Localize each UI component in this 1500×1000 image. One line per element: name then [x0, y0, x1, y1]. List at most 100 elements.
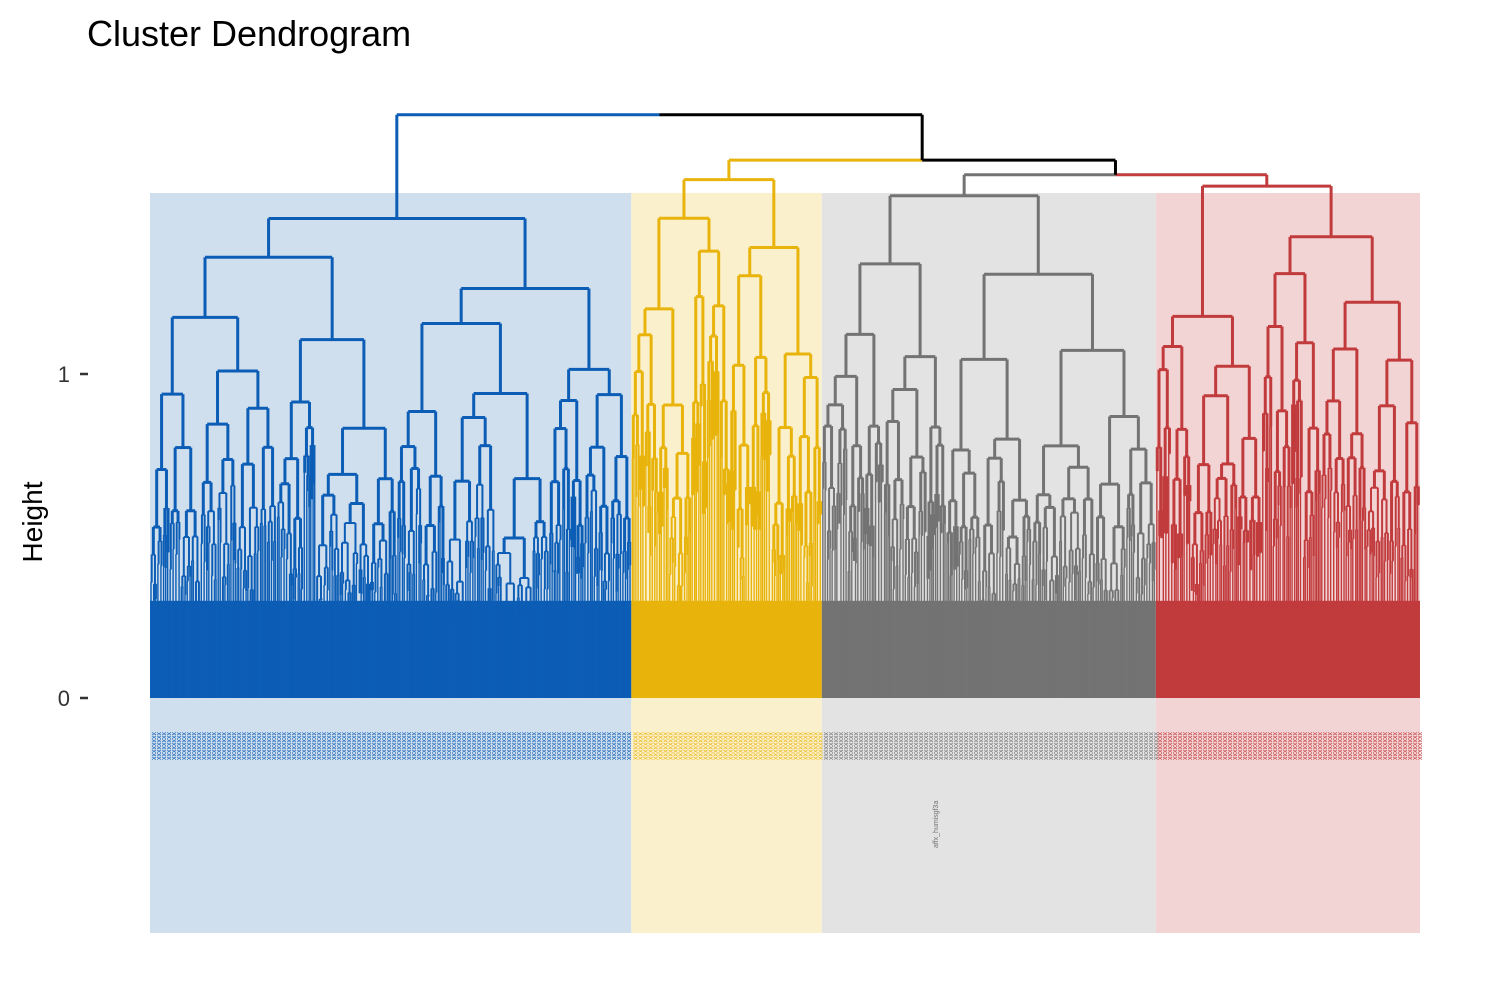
leaf-label: xxxxxxxx [972, 732, 979, 761]
leaf-label: xxxxxxxx [445, 732, 452, 761]
leaf-label: xxxxxxxx [776, 732, 783, 761]
leaf-label: xxxxxxxx [170, 732, 177, 761]
leaf-label: xxxxxxxx [405, 732, 412, 761]
leaf-label: xxxxxxxx [435, 732, 442, 761]
leaf-label: xxxxxxxx [1186, 732, 1193, 761]
leaf-label: xxxxxxxx [1156, 732, 1163, 761]
leaf-label: xxxxxxxx [210, 732, 217, 761]
leaf-label: xxxxxxxx [420, 732, 427, 761]
leaf-label: xxxxxxxx [1356, 732, 1363, 761]
leaf-label: xxxxxxxx [480, 732, 487, 761]
leaf-label: xxxxxxxx [1306, 732, 1313, 761]
leaf-label: xxxxxxxx [716, 732, 723, 761]
leaf-label: xxxxxxxx [666, 732, 673, 761]
leaf-label: xxxxxxxx [1266, 732, 1273, 761]
leaf-label: xxxxxxxx [335, 732, 342, 761]
leaf-label: xxxxxxxx [1102, 732, 1109, 761]
leaf-label: xxxxxxxx [751, 732, 758, 761]
leaf-label: xxxxxxxx [1321, 732, 1328, 761]
leaf-label: xxxxxxxx [671, 732, 678, 761]
leaf-label: xxxxxxxx [967, 732, 974, 761]
leaf-label: xxxxxxxx [1231, 732, 1238, 761]
leaf-label: xxxxxxxx [1201, 732, 1208, 761]
leaf-label: xxxxxxxx [641, 732, 648, 761]
leaf-label: xxxxxxxx [771, 732, 778, 761]
leaf-label: xxxxxxxx [1181, 732, 1188, 761]
leaf-label: xxxxxxxx [1416, 732, 1423, 761]
leaf-label: xxxxxxxx [470, 732, 477, 761]
leaf-label: xxxxxxxx [832, 732, 839, 761]
leaf-label: xxxxxxxx [796, 732, 803, 761]
leaf-label: xxxxxxxx [500, 732, 507, 761]
leaf-label: xxxxxxxx [490, 732, 497, 761]
leaf-label: xxxxxxxx [837, 732, 844, 761]
leaf-label: xxxxxxxx [1406, 732, 1413, 761]
leaf-label: xxxxxxxx [610, 732, 617, 761]
leaf-label: xxxxxxxx [505, 732, 512, 761]
leaf-label: xxxxxxxx [285, 732, 292, 761]
leaf-label: xxxxxxxx [987, 732, 994, 761]
leaf-label: xxxxxxxx [781, 732, 788, 761]
leaf-label: xxxxxxxx [515, 732, 522, 761]
leaf-label: xxxxxxxx [1411, 732, 1418, 761]
leaf-label: xxxxxxxx [1117, 732, 1124, 761]
leaf-label: xxxxxxxx [1361, 732, 1368, 761]
leaf-label: xxxxxxxx [370, 732, 377, 761]
leaf-label: xxxxxxxx [937, 732, 944, 761]
leaf-label: xxxxxxxx [555, 732, 562, 761]
leaf-label: xxxxxxxx [200, 732, 207, 761]
leaf-label: xxxxxxxx [410, 732, 417, 761]
leaf-label: xxxxxxxx [255, 732, 262, 761]
leaf-label: xxxxxxxx [275, 732, 282, 761]
leaf-label: xxxxxxxx [425, 732, 432, 761]
leaf-label: xxxxxxxx [535, 732, 542, 761]
leaf-label: xxxxxxxx [1291, 732, 1298, 761]
leaf-label: xxxxxxxx [575, 732, 582, 761]
leaf-label: xxxxxxxx [1226, 732, 1233, 761]
leaf-label: xxxxxxxx [345, 732, 352, 761]
leaf-label: xxxxxxxx [1127, 732, 1134, 761]
leaf-labels: xxxxxxxxxxxxxxxxxxxxxxxxxxxxxxxxxxxxxxxx… [150, 732, 1423, 848]
leaf-label: xxxxxxxx [1057, 732, 1064, 761]
dendrogram-branches [150, 113, 1420, 698]
leaf-label: xxxxxxxx [1176, 732, 1183, 761]
leaf-label: xxxxxxxx [1386, 732, 1393, 761]
leaf-label: xxxxxxxx [1401, 732, 1408, 761]
leaf-label: xxxxxxxx [1161, 732, 1168, 761]
leaf-label: xxxxxxxx [380, 732, 387, 761]
leaf-label: xxxxxxxx [360, 732, 367, 761]
leaf-label: xxxxxxxx [560, 732, 567, 761]
leaf-label: xxxxxxxx [1082, 732, 1089, 761]
leaf-label: xxxxxxxx [225, 732, 232, 761]
leaf-label: xxxxxxxx [1042, 732, 1049, 761]
leaf-label: xxxxxxxx [565, 732, 572, 761]
leaf-label: xxxxxxxx [375, 732, 382, 761]
leaf-label: xxxxxxxx [651, 732, 658, 761]
leaf-label: xxxxxxxx [927, 732, 934, 761]
leaf-label: xxxxxxxx [1097, 732, 1104, 761]
leaf-label: xxxxxxxx [1017, 732, 1024, 761]
leaf-label: xxxxxxxx [215, 732, 222, 761]
cluster-subtree-4 [1155, 184, 1420, 698]
leaf-label: xxxxxxxx [942, 732, 949, 761]
leaf-label: xxxxxxxx [265, 732, 272, 761]
leaf-label: xxxxxxxx [1052, 732, 1059, 761]
leaf-label: xxxxxxxx [902, 732, 909, 761]
leaf-label: xxxxxxxx [1072, 732, 1079, 761]
leaf-label: xxxxxxxx [791, 732, 798, 761]
leaf-label: xxxxxxxx [1276, 732, 1283, 761]
leaf-label: xxxxxxxx [1396, 732, 1403, 761]
leaf-label: xxxxxxxx [1311, 732, 1318, 761]
leaf-label: xxxxxxxx [220, 732, 227, 761]
leaf-label: xxxxxxxx [280, 732, 287, 761]
leaf-label: xxxxxxxx [1142, 732, 1149, 761]
leaf-label: xxxxxxxx [1171, 732, 1178, 761]
leaf-label: xxxxxxxx [150, 732, 157, 761]
leaf-label: xxxxxxxx [1391, 732, 1398, 761]
leaf-label: xxxxxxxx [1147, 732, 1154, 761]
leaf-label: xxxxxxxx [726, 732, 733, 761]
leaf-label: xxxxxxxx [877, 732, 884, 761]
leaf-label: xxxxxxxx [827, 732, 834, 761]
leaf-label: xxxxxxxx [195, 732, 202, 761]
leaf-label: xxxxxxxx [1022, 732, 1029, 761]
